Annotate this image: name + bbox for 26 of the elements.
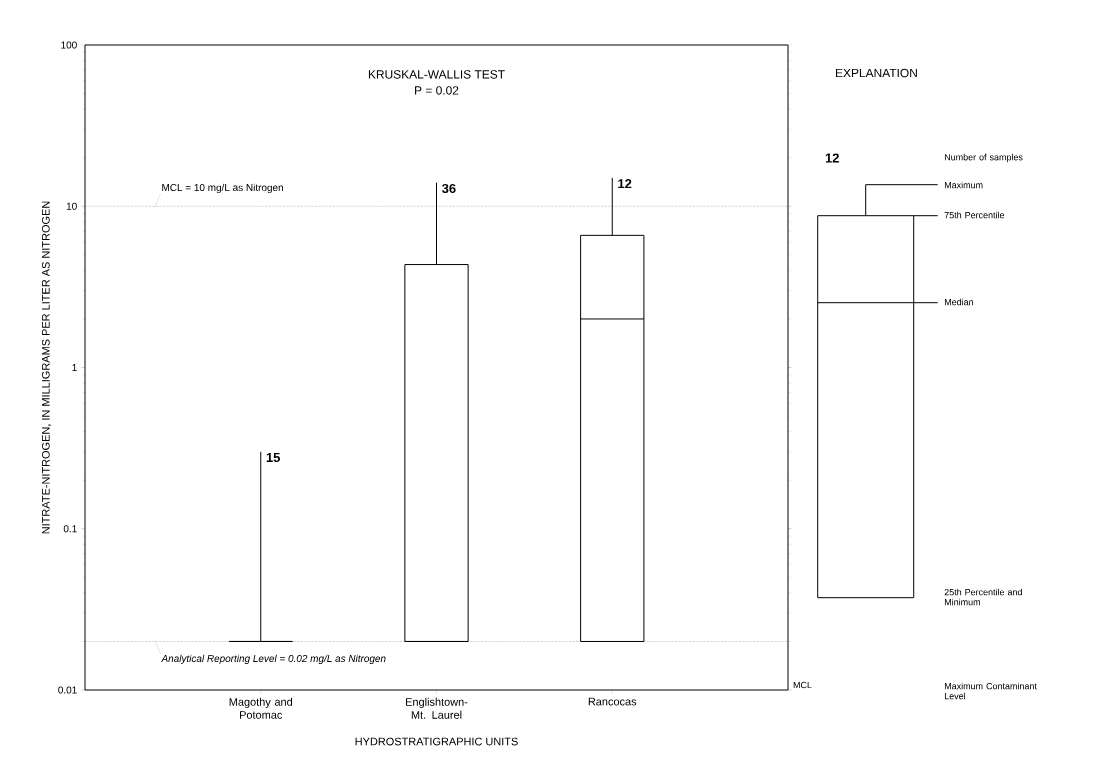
text: P = 0.02: [415, 86, 459, 95]
annotation: 36: [442, 183, 456, 194]
text: EXPLANATION: [836, 68, 917, 78]
x-tick-label: Englishtown-Mt. Laurel: [406, 697, 468, 719]
x-tick-label: Rancocas: [588, 697, 637, 706]
x-axis-title: HYDROSTRATIGRAPHIC UNITS: [355, 737, 518, 746]
text: 75th Percentile: [944, 211, 1005, 219]
text: 25th Percentile and Minimum: [944, 588, 1022, 606]
text: Maximum: [944, 181, 983, 189]
text: KRUSKAL-WALLIS TEST: [368, 70, 505, 79]
y-tick-label: 1: [72, 364, 77, 371]
text: 12: [825, 153, 839, 163]
text: Maximum Contaminant Level: [944, 682, 1037, 700]
y-tick-label: 0.1: [63, 525, 77, 533]
text: Median: [944, 298, 974, 306]
y-axis-title: NITRATE-NITROGEN, IN MILLIGRAMS PER LITER AS NITROGEN: [41, 201, 51, 534]
y-tick-label: 10: [66, 202, 77, 210]
y-tick-label: 100: [61, 41, 77, 49]
text: MCL: [793, 681, 812, 689]
ref-line-label: MCL = 10 mg/L as Nitrogen: [162, 183, 283, 194]
text: Number of samples: [944, 153, 1023, 163]
x-tick-label: Magothy and Potomac: [229, 697, 293, 719]
annotation: 12: [618, 179, 632, 189]
y-tick-label: 0.01: [58, 686, 77, 694]
annotation: 15: [266, 453, 280, 463]
legend-label: Analytical Reporting Level = 0.02 mg/L as Nitrogen: [161, 654, 386, 664]
